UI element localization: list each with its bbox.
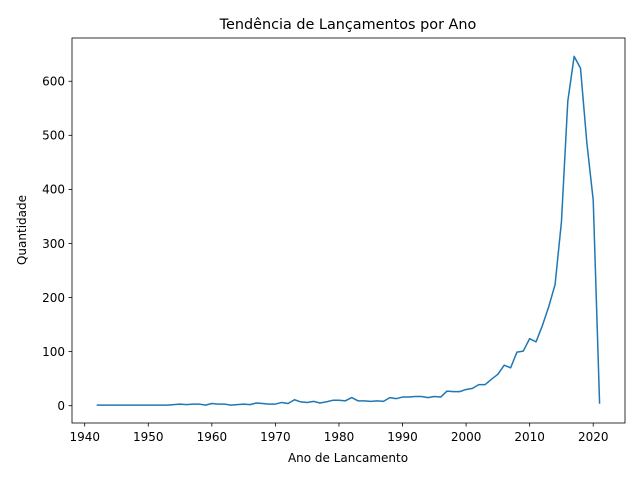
y-axis-label: Quantidade: [15, 195, 29, 265]
y-tick-label: 300: [42, 237, 65, 251]
y-tick-label: 400: [42, 183, 65, 197]
x-axis-label: Ano de Lancamento: [288, 451, 408, 465]
y-tick-label: 200: [42, 291, 65, 305]
x-tick-label: 1970: [260, 430, 291, 444]
plot-area: [96, 55, 601, 406]
x-tick-label: 2020: [578, 430, 609, 444]
y-tick-label: 500: [42, 129, 65, 143]
x-tick-label: 1990: [387, 430, 418, 444]
x-tick-label: 1960: [197, 430, 228, 444]
y-tick-label: 0: [57, 399, 65, 413]
chart-title: Tendência de Lançamentos por Ano: [219, 17, 477, 33]
y-tick-label: 600: [42, 75, 65, 89]
plot-frame: [71, 37, 626, 424]
x-tick-label: 1980: [324, 430, 355, 444]
y-axis: 0 100 200 300 400 500 600: [42, 75, 72, 413]
x-tick-label: 1950: [133, 430, 164, 444]
x-axis: 1940 1950 1960 1970 1980 1990 2000 2010 2020: [69, 423, 608, 444]
series-line-0: [96, 55, 601, 406]
x-tick-label: 1940: [69, 430, 100, 444]
x-tick-label: 2000: [451, 430, 482, 444]
x-tick-label: 2010: [514, 430, 545, 444]
y-tick-label: 100: [42, 345, 65, 359]
